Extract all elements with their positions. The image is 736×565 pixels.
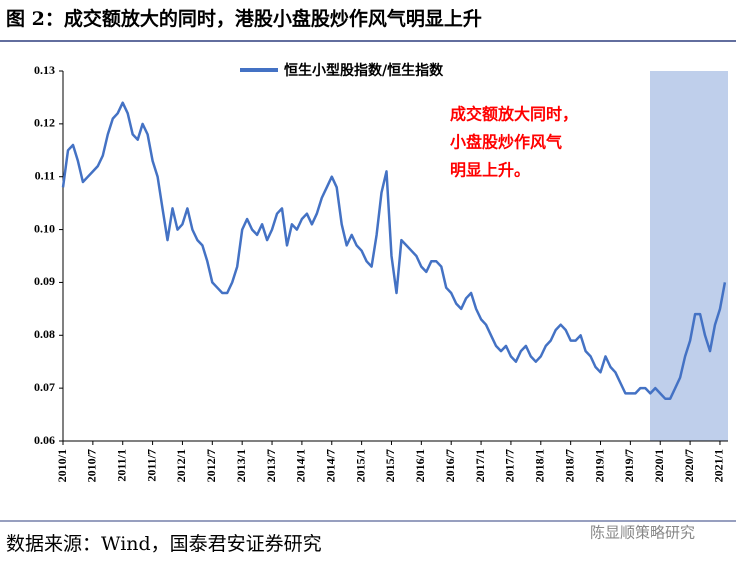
series-line — [61, 101, 727, 400]
x-tick-label: 2012/7 — [204, 449, 218, 482]
x-tick-label: 2020/7 — [682, 449, 696, 482]
x-tick-label: 2020/1 — [652, 449, 666, 482]
annotation: 成交额放大同时， — [450, 105, 578, 124]
x-tick-label: 2018/7 — [562, 449, 576, 482]
y-tick-label: 0.06 — [34, 433, 55, 447]
x-tick-label: 2016/1 — [413, 449, 427, 482]
annotation: 明显上升。 — [450, 161, 530, 180]
x-tick-label: 2019/7 — [622, 449, 636, 482]
highlight-band — [650, 71, 728, 441]
y-tick-label: 0.12 — [34, 116, 55, 130]
y-tick-label: 0.11 — [35, 168, 55, 182]
x-tick-label: 2014/1 — [294, 449, 308, 482]
y-tick-label: 0.08 — [34, 327, 55, 341]
y-tick-label: 0.07 — [34, 380, 55, 394]
x-tick-label: 2018/1 — [533, 449, 547, 482]
y-tick-label: 0.10 — [34, 221, 55, 235]
annotation: 小盘股炒作风气 — [450, 133, 562, 152]
x-tick-label: 2015/7 — [383, 449, 397, 482]
watermark: 陈显顺策略研究 — [590, 524, 695, 542]
y-tick-label: 0.09 — [34, 274, 55, 288]
x-tick-label: 2013/7 — [264, 449, 278, 482]
x-tick-label: 2016/7 — [443, 449, 457, 482]
x-tick-label: 2015/1 — [353, 449, 367, 482]
x-tick-label: 2021/1 — [712, 449, 726, 482]
x-tick-label: 2014/7 — [324, 449, 338, 482]
chart-title: 图 2：成交额放大的同时，港股小盘股炒作风气明显上升 — [6, 7, 482, 30]
legend-label: 恒生小型股指数/恒生指数 — [284, 62, 444, 79]
source: 数据来源：Wind，国泰君安证券研究 — [6, 533, 322, 555]
x-tick-label: 2012/1 — [174, 449, 188, 482]
x-tick-label: 2019/1 — [592, 449, 606, 482]
y-tick-label: 0.13 — [34, 63, 55, 77]
x-tick-label: 2010/1 — [55, 449, 69, 482]
x-tick-label: 2010/7 — [85, 449, 99, 482]
x-tick-label: 2011/7 — [144, 449, 158, 482]
x-tick-label: 2017/7 — [503, 449, 517, 482]
x-tick-label: 2011/1 — [114, 449, 128, 482]
x-tick-label: 2017/1 — [473, 449, 487, 482]
x-tick-label: 2013/1 — [234, 449, 248, 482]
